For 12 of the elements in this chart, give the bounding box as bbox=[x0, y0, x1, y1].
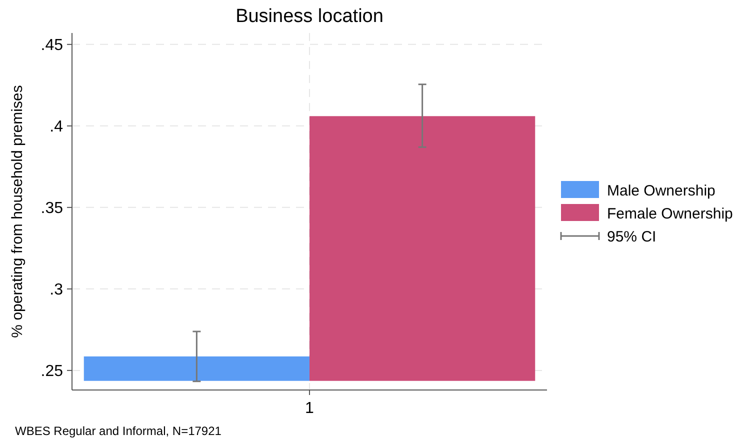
text: WBES Regular and Informal, N=17921 bbox=[15, 424, 222, 438]
legend-label: Male Ownership bbox=[607, 182, 716, 200]
legend-label: Female Ownership bbox=[607, 205, 733, 222]
y-tick-label: .4 bbox=[50, 118, 64, 136]
y-axis-title: % operating from household premises bbox=[9, 85, 26, 338]
x-tick-label: 1 bbox=[305, 400, 314, 417]
chart-title: Business location bbox=[236, 6, 384, 27]
y-tick-label: .45 bbox=[40, 37, 64, 54]
text: 95% CI bbox=[607, 228, 656, 246]
y-tick-label: .25 bbox=[40, 363, 64, 380]
y-tick-label: .3 bbox=[50, 282, 64, 299]
y-tick-label: .35 bbox=[40, 200, 64, 218]
